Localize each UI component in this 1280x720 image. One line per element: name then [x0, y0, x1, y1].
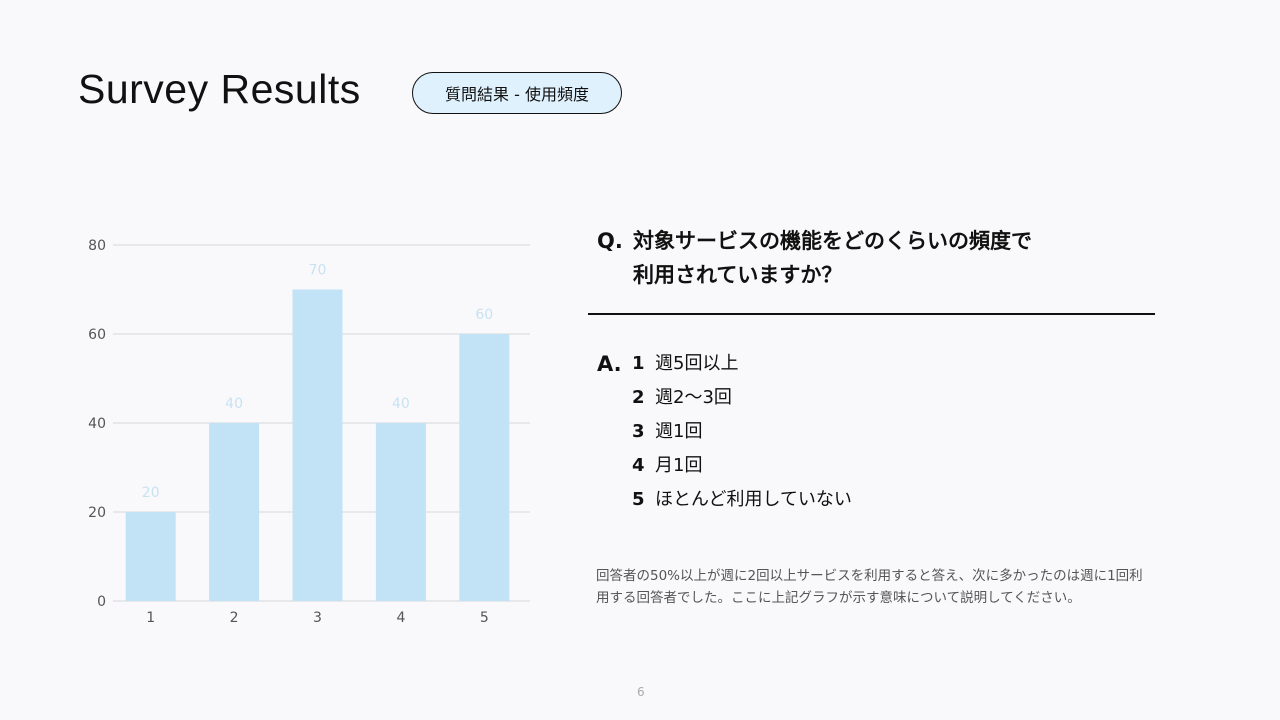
question-text-line1: 対象サービスの機能をどのくらいの頻度で [633, 229, 1032, 253]
answer-item: 2 週2〜3回 [632, 381, 852, 415]
data-label: 70 [309, 263, 327, 279]
bar [209, 423, 260, 601]
bar [292, 289, 343, 601]
y-tick-label: 80 [88, 238, 106, 254]
data-label: 40 [225, 396, 243, 412]
answer-text: 週1回 [655, 421, 703, 442]
answer-number: 3 [632, 421, 645, 442]
y-tick-label: 0 [97, 594, 106, 610]
y-tick-label: 20 [88, 505, 106, 521]
answer-item: 5 ほとんど利用していない [632, 483, 852, 517]
data-label: 20 [142, 485, 160, 501]
bar [375, 423, 426, 601]
data-label: 40 [392, 396, 410, 412]
answer-text: 週2〜3回 [655, 387, 732, 408]
y-tick-label: 60 [88, 327, 106, 343]
bar-chart: 0 20 40 60 80 20 1 40 2 70 3 40 4 60 5 [88, 238, 530, 626]
x-tick-label: 4 [396, 610, 405, 626]
answer-item: 3 週1回 [632, 415, 852, 449]
answer-item: 4 月1回 [632, 449, 852, 483]
page-number: 6 [637, 685, 645, 699]
description-text: 回答者の50%以上が週に2回以上サービスを利用すると答え、次に多かったのは週に1… [596, 568, 1143, 606]
answer-number: 5 [632, 489, 645, 510]
answer-text: 月1回 [655, 455, 703, 476]
x-tick-label: 5 [480, 610, 489, 626]
answer-list: 1 週5回以上 2 週2〜3回 3 週1回 4 月1回 5 ほとんど利用していない [632, 347, 852, 517]
x-tick-label: 3 [313, 610, 322, 626]
y-tick-label: 40 [88, 416, 106, 432]
data-label: 60 [475, 307, 493, 323]
answer-number: 1 [632, 353, 645, 374]
x-tick-label: 1 [146, 610, 155, 626]
section-badge: 質問結果 - 使用頻度 [412, 72, 622, 114]
answer-item: 1 週5回以上 [632, 347, 852, 381]
answer-number: 2 [632, 387, 645, 408]
answer-text: 週5回以上 [655, 353, 739, 374]
question-label: Q. [597, 229, 623, 253]
divider [588, 313, 1155, 315]
answer-number: 4 [632, 455, 645, 476]
x-tick-label: 2 [230, 610, 239, 626]
question-text-line2: 利用されていますか？ [633, 263, 843, 287]
bar [459, 334, 510, 601]
answer-text: ほとんど利用していない [655, 489, 852, 510]
answer-label: A. [597, 352, 622, 376]
bar [125, 512, 176, 601]
page-title: Survey Results [78, 66, 361, 112]
